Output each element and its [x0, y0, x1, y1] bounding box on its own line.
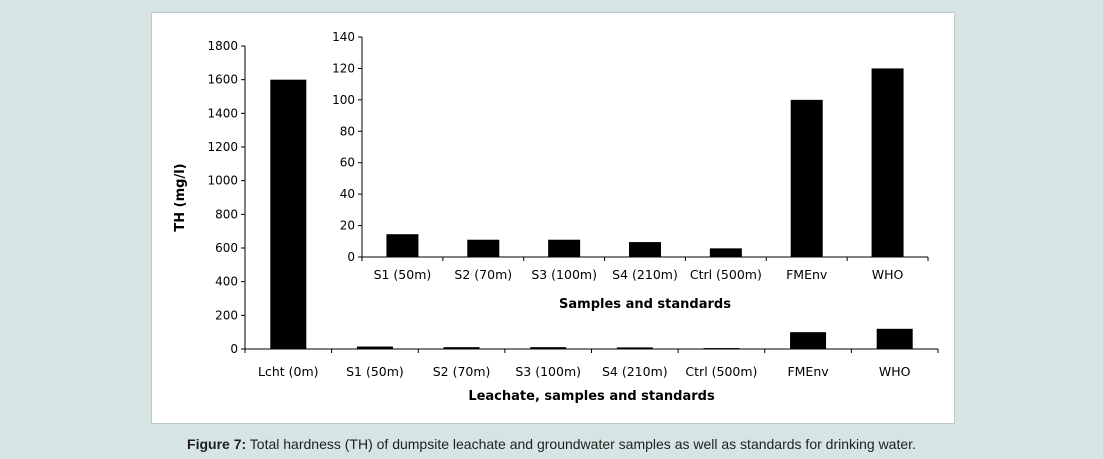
- main-bar: [790, 332, 827, 349]
- main-bar: [356, 346, 393, 349]
- main-y-tick-label: 600: [215, 241, 238, 255]
- caption-text: Total hardness (TH) of dumpsite leachate…: [246, 436, 916, 452]
- inset-bar: [790, 99, 823, 257]
- figure-panel: 0 200 400 600 800 1000 1200 1400 1600 1800 Lcht (0…: [151, 12, 955, 424]
- inset-category-label: S2 (70m): [454, 267, 512, 282]
- inset-y-tick-label: 100: [332, 93, 355, 107]
- main-y-tick-label: 1800: [207, 39, 238, 53]
- main-category-label: Lcht (0m): [258, 364, 319, 379]
- main-category-label: FMEnv: [787, 364, 829, 379]
- main-bar: [703, 348, 740, 350]
- inset-chart: [358, 36, 929, 261]
- main-y-axis-title: TH (mg/l): [173, 163, 188, 231]
- inset-y-tick-label: 120: [332, 61, 355, 75]
- inset-category-label: WHO: [872, 267, 904, 282]
- inset-bar: [629, 242, 661, 257]
- inset-category-label: S1 (50m): [374, 267, 432, 282]
- inset-category-label: S4 (210m): [612, 267, 678, 282]
- main-bar: [270, 79, 307, 350]
- inset-bar: [386, 234, 419, 257]
- inset-x-axis-title: Samples and standards: [559, 297, 731, 312]
- inset-y-tick-label: 0: [347, 250, 355, 264]
- main-category-label: WHO: [879, 364, 911, 379]
- main-bar: [616, 347, 653, 349]
- main-bar: [443, 347, 480, 349]
- inset-bar: [709, 248, 742, 257]
- inset-y-tick-label: 140: [332, 30, 355, 44]
- main-y-tick-label: 400: [215, 275, 238, 289]
- main-category-label: Ctrl (500m): [685, 364, 757, 379]
- main-y-tick-label: 200: [215, 308, 238, 322]
- inset-category-label: FMEnv: [786, 267, 828, 282]
- main-y-tick-label: 0: [230, 342, 238, 356]
- main-y-tick-label: 1000: [207, 174, 238, 188]
- inset-y-tick-label: 20: [340, 219, 355, 233]
- main-bar: [530, 347, 567, 349]
- main-y-tick-label: 1200: [207, 140, 238, 154]
- main-chart: [241, 45, 939, 353]
- inset-bar: [871, 68, 904, 257]
- main-category-label: S3 (100m): [515, 364, 581, 379]
- inset-category-label: Ctrl (500m): [690, 267, 762, 282]
- main-x-axis-title: Leachate, samples and standards: [468, 389, 715, 404]
- main-bar: [876, 328, 913, 349]
- main-y-tick-label: 1400: [207, 106, 238, 120]
- main-y-tick-label: 800: [215, 207, 238, 221]
- inset-y-tick-label: 80: [340, 124, 355, 138]
- inset-bar: [548, 239, 581, 257]
- inset-bar: [467, 239, 500, 257]
- figure-caption: Figure 7: Total hardness (TH) of dumpsit…: [0, 436, 1103, 452]
- inset-y-tick-label: 60: [340, 156, 355, 170]
- main-category-label: S4 (210m): [602, 364, 668, 379]
- main-category-label: S2 (70m): [433, 364, 491, 379]
- inset-category-label: S3 (100m): [531, 267, 597, 282]
- inset-y-tick-label: 40: [340, 187, 355, 201]
- main-y-tick-label: 1600: [207, 73, 238, 87]
- caption-label: Figure 7:: [187, 436, 247, 452]
- main-category-label: S1 (50m): [346, 364, 404, 379]
